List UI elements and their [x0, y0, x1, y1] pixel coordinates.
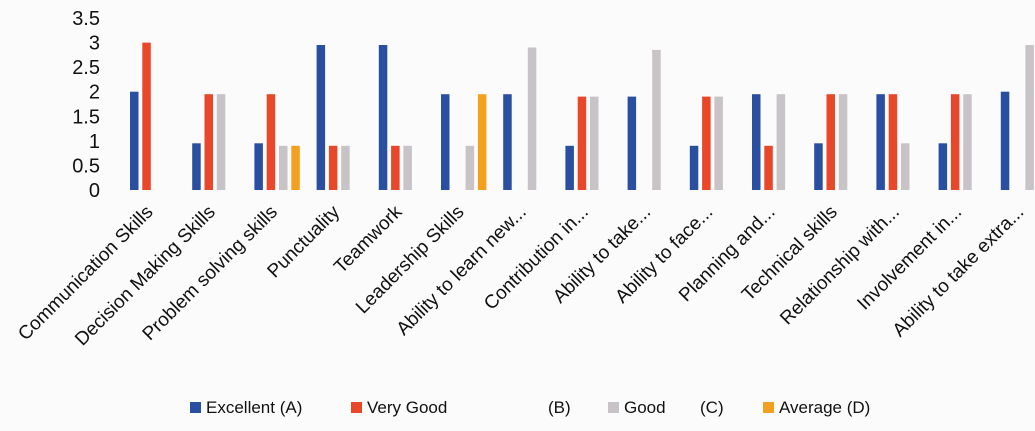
bars-group: [130, 42, 1034, 191]
bar-good-13: [963, 94, 972, 190]
bar-very-good-11: [826, 94, 835, 190]
bar-very-good-10: [764, 145, 773, 190]
bar-excellent-a-14: [1000, 91, 1010, 190]
y-tick-label: 2.5: [72, 57, 100, 79]
bar-excellent-a-3: [316, 45, 326, 190]
bar-excellent-a-5: [441, 94, 450, 190]
bar-very-good-7: [577, 96, 587, 190]
bar-very-good-3: [328, 145, 338, 190]
legend: Excellent (A) Very Good (B) Good (C) Ave…: [190, 398, 870, 417]
bar-very-good-4: [391, 145, 400, 190]
bar-excellent-a-0: [130, 91, 139, 190]
x-category-label: Leadership Skills: [352, 202, 468, 318]
bar-average-d-5: [477, 94, 487, 190]
bar-very-good-12: [888, 94, 898, 190]
bar-good-9: [714, 96, 723, 190]
bar-excellent-a-9: [689, 145, 699, 190]
y-tick-label: 3: [89, 33, 100, 55]
bar-very-good-0: [142, 42, 151, 190]
y-tick-label: 0: [89, 180, 100, 202]
y-axis: 0 0.51 1.52 2.53 3.5: [72, 8, 100, 202]
y-tick-label: 1.5: [72, 106, 100, 128]
bar-average-d-2: [291, 145, 300, 190]
legend-label-good: Good: [624, 398, 666, 417]
bar-excellent-a-2: [254, 143, 263, 190]
bar-good-4: [403, 145, 412, 190]
legend-swatch-very-good: [351, 402, 362, 413]
bar-excellent-a-6: [503, 94, 512, 190]
bar-very-good-13: [950, 94, 960, 190]
bar-very-good-2: [266, 94, 276, 190]
legend-label-c: (C): [700, 398, 724, 417]
legend-label-average: Average (D): [779, 398, 870, 417]
legend-swatch-good: [608, 402, 619, 413]
y-tick-label: 3.5: [72, 8, 100, 30]
bar-good-3: [341, 145, 350, 190]
bar-good-14: [1025, 45, 1034, 190]
y-tick-label: 2: [89, 82, 100, 104]
legend-label-b: (B): [548, 398, 571, 417]
bar-good-12: [901, 143, 910, 190]
bar-good-1: [216, 94, 226, 190]
bar-excellent-a-13: [938, 143, 948, 190]
bar-good-10: [776, 94, 786, 190]
bar-good-6: [527, 47, 537, 190]
bar-excellent-a-8: [627, 96, 637, 190]
legend-label-excellent: Excellent (A): [206, 398, 302, 417]
bar-excellent-a-11: [814, 143, 823, 190]
x-category-label: Involvement in...: [853, 202, 966, 315]
legend-swatch-average: [763, 402, 774, 413]
bar-very-good-1: [204, 94, 213, 190]
bar-excellent-a-12: [876, 94, 885, 190]
x-category-label: Contribution in...: [480, 202, 593, 315]
bar-good-2: [279, 145, 288, 190]
y-tick-label: 0.5: [72, 155, 100, 177]
bar-very-good-9: [702, 96, 711, 190]
legend-swatch-excellent: [190, 402, 201, 413]
bar-good-7: [590, 96, 599, 190]
bar-excellent-a-4: [378, 45, 388, 190]
bar-good-5: [465, 145, 475, 190]
bar-good-11: [838, 94, 848, 190]
y-tick-label: 1: [89, 131, 100, 153]
bar-excellent-a-10: [752, 94, 761, 190]
bar-excellent-a-7: [565, 145, 574, 190]
legend-label-very-good: Very Good: [367, 398, 447, 417]
x-category-label: Relationship with...: [776, 202, 904, 330]
bar-excellent-a-1: [192, 143, 201, 190]
bar-good-8: [652, 49, 661, 191]
